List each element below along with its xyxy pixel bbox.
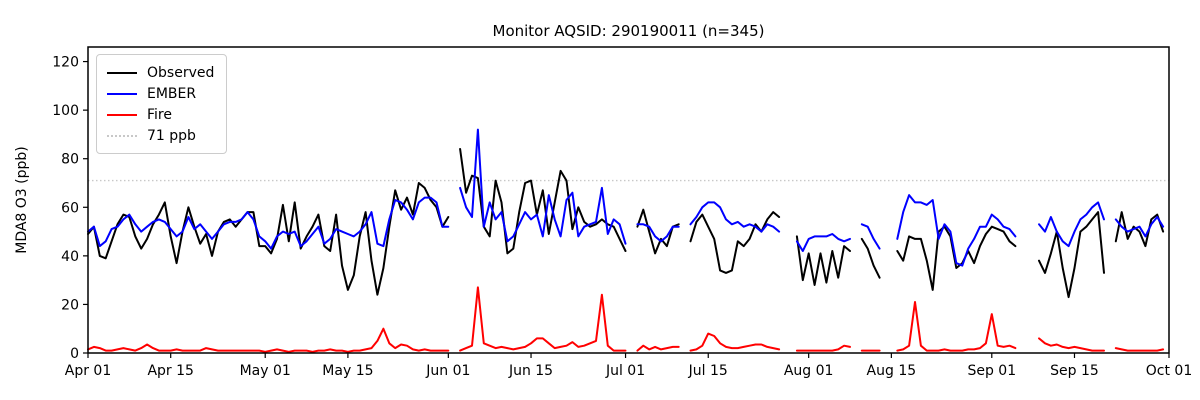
legend-swatch xyxy=(107,71,137,74)
series-line-observed xyxy=(689,211,781,274)
legend-label: EMBER xyxy=(147,85,197,102)
y-tick-label: 60 xyxy=(61,200,79,216)
series-line-fire xyxy=(1038,337,1105,352)
y-tick-label: 20 xyxy=(61,297,79,313)
x-tick-label: May 01 xyxy=(240,363,291,379)
series-line-observed xyxy=(1114,211,1165,248)
y-tick-label: 80 xyxy=(61,152,79,168)
series-line-ember xyxy=(896,194,1017,267)
x-tick-label: Aug 15 xyxy=(867,363,917,379)
y-tick-label: 120 xyxy=(52,55,79,71)
series-line-observed xyxy=(1038,211,1105,299)
x-tick-label: Oct 01 xyxy=(1146,363,1192,379)
legend-item-fire: Fire xyxy=(107,104,214,125)
series-line-ember xyxy=(459,128,627,245)
series-line-fire xyxy=(689,332,781,352)
axes-frame xyxy=(87,46,1170,354)
series-line-ember xyxy=(689,201,781,233)
y-tick-label: 0 xyxy=(70,346,79,362)
series-line-fire xyxy=(636,344,680,352)
x-tick-label: Aug 01 xyxy=(784,363,834,379)
legend-label: Fire xyxy=(147,106,172,123)
x-tick-label: Jul 01 xyxy=(605,363,645,379)
chart-legend: Observed EMBER Fire 71 ppb xyxy=(96,54,228,154)
series-line-ember xyxy=(795,233,851,252)
y-tick-label: 100 xyxy=(52,103,79,119)
series-line-ember xyxy=(860,223,881,250)
x-tick-label: Jun 15 xyxy=(508,363,553,379)
y-tick-label: 40 xyxy=(61,249,79,265)
x-tick-label: Jul 15 xyxy=(688,363,728,379)
legend-label: Observed xyxy=(147,64,215,81)
series-line-observed xyxy=(459,148,627,255)
series-line-observed xyxy=(636,208,680,255)
legend-item-observed: Observed xyxy=(107,62,214,83)
series-line-fire xyxy=(459,286,627,352)
chart-title: Monitor AQSID: 290190011 (n=345) xyxy=(492,22,765,40)
legend-swatch xyxy=(107,92,137,95)
series-line-ember xyxy=(1114,216,1165,238)
series-line-observed xyxy=(87,182,450,296)
series-line-ember xyxy=(636,223,680,243)
series-line-fire xyxy=(896,301,1017,352)
legend-item-ember: EMBER xyxy=(107,83,214,104)
series-line-fire xyxy=(795,344,851,352)
x-tick-label: Jun 01 xyxy=(425,363,470,379)
series-line-observed xyxy=(896,225,1017,291)
x-tick-label: Apr 15 xyxy=(147,363,193,379)
series-line-observed xyxy=(795,235,851,286)
x-tick-label: May 15 xyxy=(322,363,373,379)
legend-label: 71 ppb xyxy=(147,127,196,144)
legend-swatch xyxy=(107,134,137,137)
x-tick-label: Apr 01 xyxy=(65,363,111,379)
series-line-observed xyxy=(860,237,881,279)
x-tick-label: Sep 15 xyxy=(1050,363,1099,379)
series-line-ember xyxy=(87,196,450,250)
series-line-fire xyxy=(1114,347,1165,352)
series-line-ember xyxy=(1038,201,1105,248)
x-tick-label: Sep 01 xyxy=(967,363,1016,379)
series-line-fire xyxy=(87,327,450,353)
legend-item-71-ppb: 71 ppb xyxy=(107,125,214,146)
legend-swatch xyxy=(107,113,137,116)
